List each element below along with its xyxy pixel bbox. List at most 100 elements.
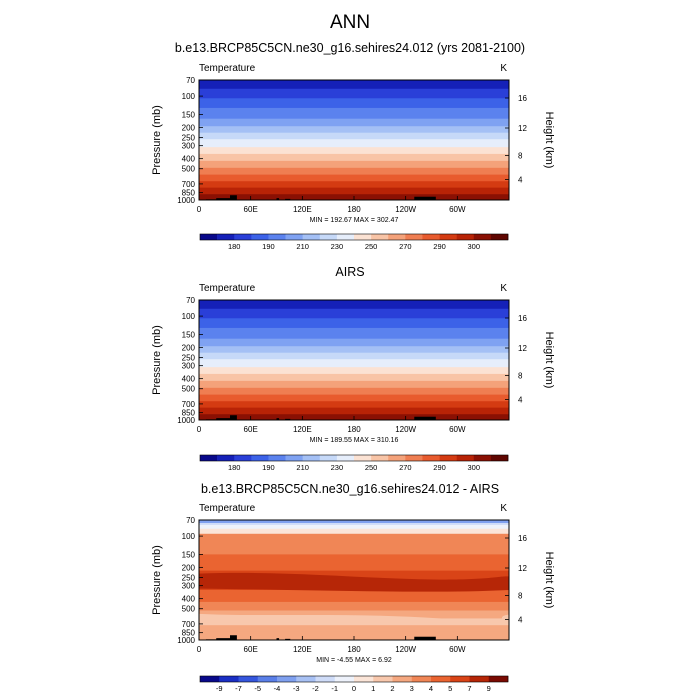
field-band [199, 308, 509, 319]
colorbar-swatch [302, 234, 321, 240]
field-band [199, 167, 509, 176]
colorbar-swatch [469, 676, 490, 682]
y-tick-label: 400 [182, 155, 196, 164]
field-band [199, 359, 509, 368]
y-tick-label: 500 [182, 385, 196, 394]
x-tick-label: 180 [347, 205, 361, 214]
topography [414, 416, 436, 420]
y-tick-label: 1000 [177, 416, 195, 425]
field-band [199, 300, 509, 310]
colorbar-swatch [439, 455, 457, 461]
colorbar-label: -9 [216, 684, 223, 693]
y2-axis-title: Height (km) [543, 332, 555, 389]
x-tick-label: 120W [395, 645, 416, 654]
x-tick-label: 120W [395, 425, 416, 434]
colorbar-label: 9 [487, 684, 491, 693]
colorbar-label: -5 [254, 684, 261, 693]
y-tick-label: 700 [182, 620, 196, 629]
y-tick-label: 300 [182, 582, 196, 591]
colorbar-label: 180 [228, 242, 241, 251]
y2-tick-label: 8 [518, 372, 523, 381]
colorbar-swatch [285, 455, 303, 461]
x-tick-label: 120E [293, 205, 312, 214]
field-band [199, 107, 509, 120]
y-tick-label: 300 [182, 142, 196, 151]
y-tick-label: 850 [182, 629, 196, 638]
colorbar-swatch [354, 234, 372, 240]
colorbar-label: 300 [468, 463, 481, 472]
panel-title: b.e13.BRCP85C5CN.ne30_g16.sehires24.012 … [175, 41, 525, 55]
colorbar-swatch [411, 676, 432, 682]
colorbar-swatch [200, 676, 220, 682]
topography [276, 418, 280, 420]
topography [216, 418, 230, 420]
y2-tick-label: 8 [518, 592, 523, 601]
field-band [199, 126, 509, 134]
field-band [199, 338, 509, 347]
colorbar-label: 210 [296, 463, 309, 472]
colorbar-label: 250 [365, 463, 378, 472]
colorbar-swatch [234, 234, 252, 240]
colorbar-swatch [490, 234, 509, 240]
field-band [199, 132, 509, 140]
x-tick-label: 0 [197, 645, 202, 654]
x-tick-label: 60E [244, 205, 258, 214]
colorbar-swatch [336, 455, 355, 461]
colorbar-label: -7 [235, 684, 242, 693]
colorbar-label: 180 [228, 463, 241, 472]
colorbar-label: 190 [262, 463, 275, 472]
field-band [199, 98, 509, 109]
y2-tick-label: 4 [518, 176, 523, 185]
colorbar-swatch [315, 676, 336, 682]
colorbar-label: 210 [296, 242, 309, 251]
field-patch [199, 613, 509, 623]
colorbar-swatch [334, 676, 355, 682]
y-tick-label: 200 [182, 123, 196, 132]
x-tick-label: 120W [395, 205, 416, 214]
colorbar-swatch [251, 455, 269, 461]
x-tick-label: 60W [449, 425, 466, 434]
y-tick-label: 250 [182, 573, 196, 582]
stats-label: MIN = 189.55 MAX = 310.16 [310, 437, 399, 444]
y2-tick-label: 16 [518, 534, 527, 543]
colorbar-swatch [234, 455, 252, 461]
colorbar-swatch [319, 234, 338, 240]
field-band [199, 88, 509, 99]
field-band [199, 380, 509, 389]
colorbar-swatch [450, 676, 470, 682]
y-tick-label: 700 [182, 180, 196, 189]
y-tick-label: 500 [182, 605, 196, 614]
y2-tick-label: 16 [518, 94, 527, 103]
colorbar-swatch [371, 455, 389, 461]
colorbar-swatch [405, 234, 423, 240]
colorbar-label: 290 [433, 463, 446, 472]
units-label: K [500, 63, 507, 74]
y-tick-label: 70 [186, 296, 195, 305]
colorbar-swatch [371, 234, 389, 240]
y-tick-label: 300 [182, 362, 196, 371]
y-tick-label: 100 [182, 532, 196, 541]
y-axis-title: Pressure (mb) [151, 105, 163, 175]
y-tick-label: 850 [182, 409, 196, 418]
colorbar-swatch [336, 234, 355, 240]
field-strip [199, 520, 509, 523]
colorbar-swatch [388, 455, 406, 461]
y2-axis-title: Height (km) [543, 552, 555, 609]
field-band [199, 346, 509, 354]
y2-tick-label: 12 [518, 124, 527, 133]
field-band [199, 601, 509, 611]
x-tick-label: 120E [293, 425, 312, 434]
colorbar-label: 230 [331, 463, 344, 472]
colorbar-swatch [439, 234, 457, 240]
field-band [199, 407, 509, 415]
y2-axis-title: Height (km) [543, 112, 555, 169]
field-band [199, 139, 509, 148]
field-band [199, 160, 509, 169]
y-tick-label: 250 [182, 133, 196, 142]
colorbar-swatch [296, 676, 316, 682]
colorbar-swatch [354, 455, 372, 461]
field-band [199, 625, 509, 633]
colorbar-label: 0 [352, 684, 356, 693]
field-band [199, 524, 509, 530]
